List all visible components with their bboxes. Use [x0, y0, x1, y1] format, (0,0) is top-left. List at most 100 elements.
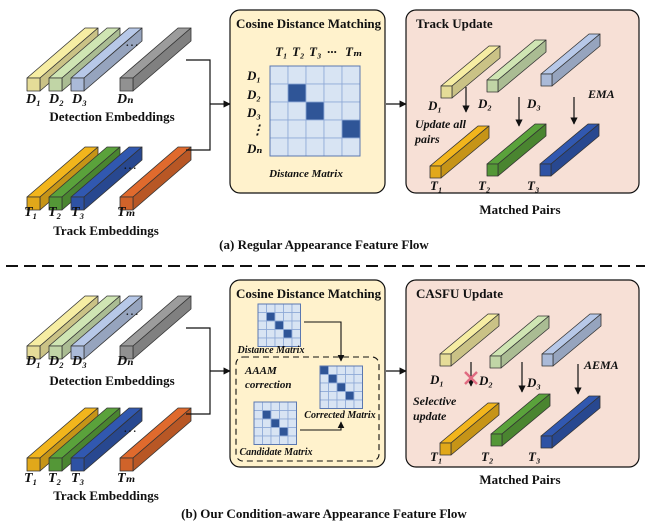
- aaam-correction-box: [235, 356, 380, 462]
- matrix-cell: [319, 391, 329, 401]
- matrix-cell: [270, 427, 280, 437]
- matrix-cell: [274, 329, 284, 339]
- update-track-bar-t1: [439, 402, 500, 456]
- update-label-d2: D₂: [478, 373, 493, 388]
- bottom-subcaption: (b) Our Condition-aware Appearance Featu…: [181, 506, 467, 521]
- detection-bar-dn: [119, 295, 192, 360]
- matrix-cell: [253, 401, 263, 411]
- top-track-embeddings: ··· T₁ T₂ T₃ Tₘ Track Embeddings: [24, 146, 192, 238]
- matrix-cell: [262, 401, 272, 411]
- detection-bar-d3: [70, 295, 143, 360]
- aema-label: AEMA: [583, 358, 619, 372]
- track-label-t3: T₃: [71, 205, 85, 220]
- matrix-col-label-t3: T₃: [309, 44, 321, 59]
- corrected-matrix-caption: Corrected Matrix: [304, 410, 375, 421]
- distance-matrix-caption: Distance Matrix: [237, 345, 305, 356]
- matrix-cell: [274, 320, 284, 330]
- matrix-cell: [336, 391, 346, 401]
- top-update-title: Track Update: [416, 16, 493, 31]
- matrix-cell: [291, 303, 301, 313]
- update-label-t1: T₁: [430, 178, 442, 193]
- update-det-bar-d3: [540, 33, 601, 87]
- update-det-bar-d1: [440, 45, 501, 99]
- matrix-cell: [328, 365, 338, 375]
- top-subcaption: (a) Regular Appearance Feature Flow: [219, 237, 429, 252]
- corrected-matrix: [319, 365, 363, 409]
- bottom-update-panel: CASFU Update D₁ D₂ D₃ Selective update A…: [405, 279, 640, 468]
- matrix-cell: [253, 418, 263, 428]
- matrix-cell: [319, 365, 329, 375]
- matrix-cell: [345, 382, 355, 392]
- matrix-cell: [262, 410, 272, 420]
- matrix-cell: [341, 83, 361, 103]
- bottom-matching-title: Cosine Distance Matching: [236, 286, 382, 301]
- no-update-cross-icon: [464, 371, 478, 385]
- matrix-cell: [341, 137, 361, 157]
- matrix-cell: [279, 435, 289, 445]
- track-embeddings-caption: Track Embeddings: [53, 488, 159, 503]
- matrix-cell: [257, 320, 267, 330]
- matrix-cell: [353, 391, 363, 401]
- detection-embeddings-caption: Detection Embeddings: [49, 109, 174, 124]
- aaam-label-line1: AAAM: [244, 365, 278, 377]
- matrix-cell: [266, 320, 276, 330]
- detection-label-d3: D₃: [71, 354, 87, 369]
- track-embeddings-caption: Track Embeddings: [53, 223, 159, 238]
- matrix-cell: [336, 382, 346, 392]
- matrix-cell: [270, 410, 280, 420]
- matrix-cell: [341, 119, 361, 139]
- bottom-input-connector: [186, 327, 231, 415]
- matrix-cell: [266, 303, 276, 313]
- matrix-cell: [323, 101, 343, 121]
- update-note-line2: update: [413, 409, 447, 423]
- update-note-line1: Update all: [415, 117, 467, 131]
- track-label-t2: T₂: [48, 205, 62, 220]
- matrix-cell: [345, 391, 355, 401]
- matrix-cell: [253, 435, 263, 445]
- track-label-t1: T₁: [24, 205, 37, 220]
- matrix-cell: [269, 101, 289, 121]
- matrix-cell: [262, 435, 272, 445]
- matrix-cell: [279, 427, 289, 437]
- track-bar-tm: [119, 407, 192, 472]
- matrix-cell: [269, 65, 289, 85]
- matrix-col-label-tm: Tₘ: [345, 44, 362, 59]
- matrix-cell: [319, 399, 329, 409]
- bottom-track-embeddings: ··· T₁ T₂ T₃ Tₘ Track Embeddings: [24, 407, 192, 503]
- matrix-row-label-ellipsis: ⋮: [251, 122, 264, 137]
- detection-ellipsis: ···: [125, 39, 139, 54]
- detection-label-d1: D₁: [25, 354, 41, 369]
- matrix-cell: [305, 119, 325, 139]
- matrix-cell: [257, 303, 267, 313]
- matrix-cell: [291, 329, 301, 339]
- matrix-cell: [305, 65, 325, 85]
- candidate-matrix-caption: Candidate Matrix: [239, 447, 312, 458]
- update-label-t2: T₂: [481, 449, 493, 464]
- matrix-cell: [283, 303, 293, 313]
- track-bar-t3: [70, 146, 143, 211]
- matrix-cell: [291, 320, 301, 330]
- matrix-cell: [328, 382, 338, 392]
- update-note-line1: Selective: [413, 394, 457, 408]
- matrix-row-label-d1: D₁: [246, 68, 261, 83]
- track-label-t1: T₁: [24, 471, 37, 486]
- update-det-bar-d1: [439, 313, 500, 367]
- track-ellipsis: ···: [123, 162, 137, 177]
- matrix-cell: [336, 399, 346, 409]
- update-label-d2: D₂: [477, 96, 492, 111]
- matrix-cell: [305, 137, 325, 157]
- track-label-tm: Tₘ: [117, 205, 136, 220]
- matrix-cell: [283, 312, 293, 322]
- matrix-cell: [287, 418, 297, 428]
- matrix-cell: [319, 374, 329, 384]
- update-det-bar-d2: [486, 39, 547, 93]
- matrix-cell: [345, 374, 355, 384]
- track-bar-tm: [119, 146, 192, 211]
- matrix-cell: [269, 137, 289, 157]
- update-label-d1: D₁: [429, 372, 444, 387]
- matrix-cell: [328, 391, 338, 401]
- detection-ellipsis: ···: [125, 308, 139, 323]
- candidate-matrix: [253, 401, 297, 445]
- detection-label-dn: Dₙ: [116, 354, 134, 369]
